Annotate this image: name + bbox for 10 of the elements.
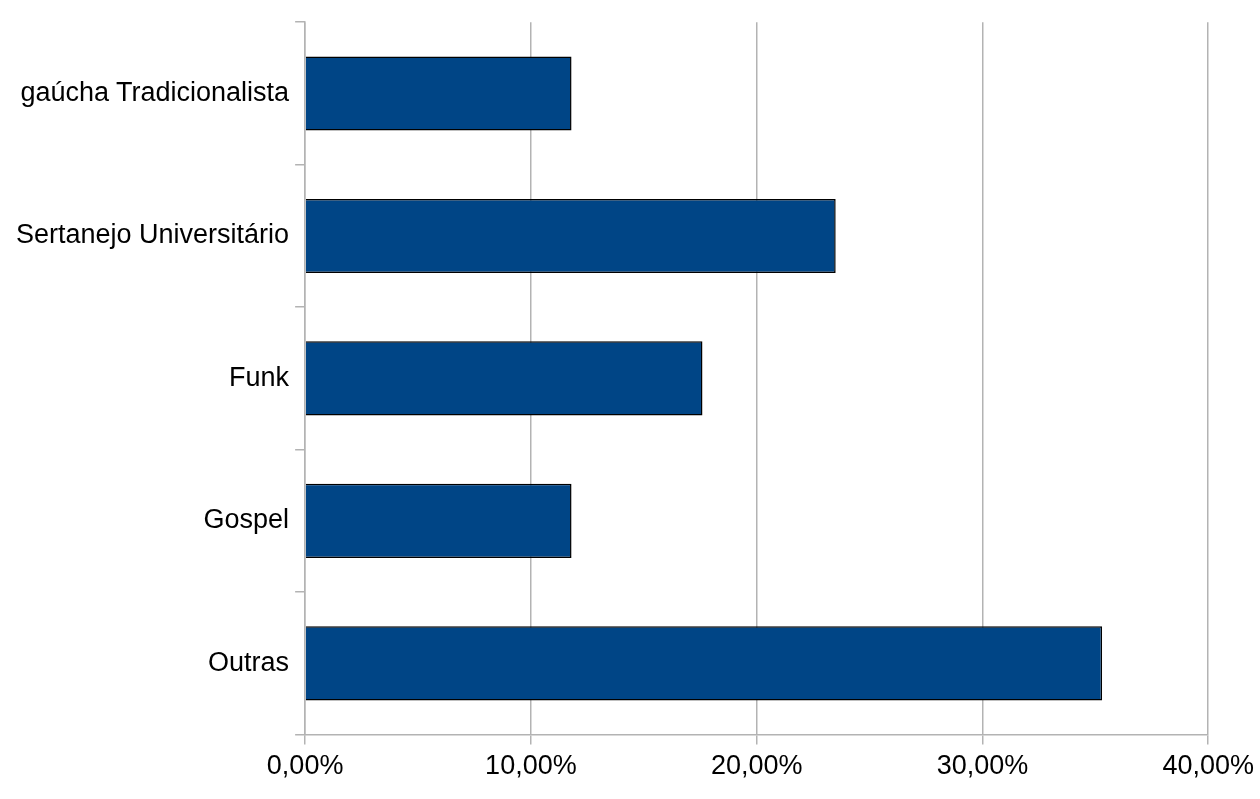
y-tick-label: gaúcha Tradicionalista: [20, 76, 291, 107]
y-tick-label: Gospel: [203, 504, 290, 535]
x-tick-label: 0,00%: [266, 750, 344, 781]
x-tick-label: 40,00%: [1162, 750, 1254, 781]
y-tick-label: Outras: [208, 646, 290, 677]
x-tick-label: 10,00%: [485, 750, 577, 781]
x-tick-label: 20,00%: [710, 750, 803, 781]
y-tick-label: Sertanejo Universitário: [16, 219, 290, 250]
y-tick-label: Funk: [229, 361, 290, 392]
x-tick-label: 30,00%: [936, 750, 1029, 781]
